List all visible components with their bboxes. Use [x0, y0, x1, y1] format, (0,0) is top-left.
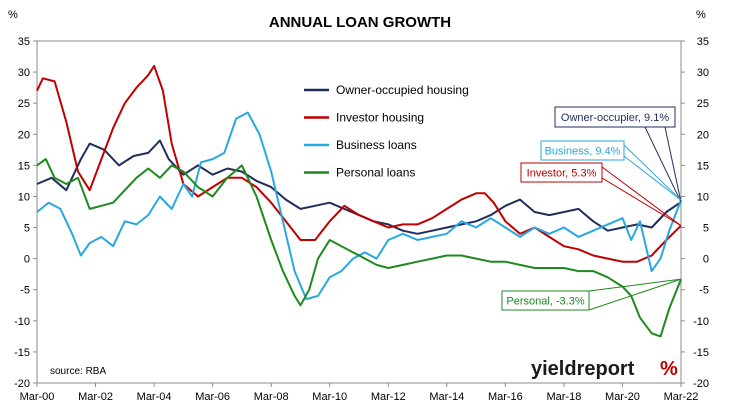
series-line-personal-loans	[36, 158, 682, 338]
series-line-business-loans	[36, 111, 682, 301]
y-left-tick-label: -10	[14, 316, 30, 328]
y-left-tick-label: 10	[18, 191, 30, 203]
y-right-tick-label: -10	[693, 316, 709, 328]
logo-percent-mark: %	[660, 358, 678, 380]
y-right-tick-label: 0	[703, 254, 709, 266]
x-tick-label: Mar-20	[605, 391, 640, 403]
y-right-tick-label: 20	[697, 129, 709, 141]
callout-label: Investor, 5.3%	[527, 168, 597, 180]
leader-line	[588, 278, 682, 311]
y-left-tick-label: 30	[18, 67, 30, 79]
y-right-tick-label: -20	[693, 378, 709, 390]
legend-label: Business loans	[336, 138, 417, 152]
callout-box	[501, 290, 590, 311]
y-right-tick-label: 15	[697, 160, 709, 172]
y-right-tick-label: 5	[703, 223, 709, 235]
y-left-unit: %	[8, 9, 18, 21]
y-left-tick-label: 5	[24, 223, 30, 235]
series-lines	[36, 64, 682, 338]
y-right-tick-label: 30	[697, 67, 709, 79]
leader-line	[623, 155, 682, 201]
x-tick-label: Mar-04	[137, 391, 172, 403]
y-left-tick-label: 15	[18, 160, 30, 172]
x-axis: Mar-00 Mar-02 Mar-04 Mar-06 Mar-08 Mar-10 Mar-…	[20, 383, 699, 403]
source-note: source: RBA	[50, 366, 106, 377]
leader-line	[664, 126, 682, 203]
y-left-tick-label: 0	[24, 254, 30, 266]
series-line-investor-housing	[36, 64, 682, 263]
leader-line	[601, 166, 682, 227]
legend-label: Owner-occupied housing	[336, 83, 469, 97]
leader-line	[601, 177, 682, 227]
x-tick-label: Mar-02	[78, 391, 113, 403]
x-tick-label: Mar-22	[664, 391, 699, 403]
y-left-tick-label: 25	[18, 98, 30, 110]
yieldreport-logo: yieldreport %	[531, 358, 678, 380]
annotation-leaders	[588, 126, 682, 311]
y-right-tick-label: 10	[697, 191, 709, 203]
y-left-tick-label: 20	[18, 129, 30, 141]
callout-box	[540, 140, 625, 161]
chart-title: ANNUAL LOAN GROWTH	[269, 14, 451, 31]
y-left-tick-label: -5	[20, 285, 30, 297]
y-left-tick-label: -20	[14, 378, 30, 390]
y-right-tick-label: -5	[699, 285, 709, 297]
x-tick-label: Mar-06	[195, 391, 230, 403]
x-tick-label: Mar-10	[312, 391, 347, 403]
x-tick-label: Mar-16	[488, 391, 523, 403]
y-left-tick-label: 35	[18, 36, 30, 48]
leader-line	[623, 144, 682, 201]
legend-label: Personal loans	[336, 166, 415, 180]
callout-label: Business, 9.4%	[545, 146, 621, 158]
x-tick-label: Mar-00	[20, 391, 55, 403]
y-right-unit: %	[696, 9, 706, 21]
callout-box	[520, 162, 603, 183]
y-left-tick-label: -15	[14, 347, 30, 359]
y-right-tick-label: 25	[697, 98, 709, 110]
legend: Owner-occupied housing Investor housing Bu…	[304, 83, 469, 180]
x-tick-label: Mar-12	[371, 391, 406, 403]
y-axis-left: -20 -15 -10 -5 0 5 10 15 20 25 30 35	[14, 36, 37, 390]
annotation-callouts: Owner-occupier, 9.1% Business, 9.4% Invest…	[501, 106, 676, 311]
x-tick-label: Mar-08	[254, 391, 289, 403]
x-tick-label: Mar-14	[429, 391, 464, 403]
callout-box	[554, 106, 676, 128]
y-right-tick-label: 35	[697, 36, 709, 48]
leader-line	[644, 126, 682, 203]
y-right-tick-label: -15	[693, 347, 709, 359]
logo-text: yieldreport	[531, 358, 635, 380]
y-axis-right: -20 -15 -10 -5 0 5 10 15 20 25 30 35	[681, 36, 709, 390]
series-line-owner-occupied-housing	[36, 139, 682, 235]
leader-line	[588, 278, 682, 292]
x-tick-label: Mar-18	[546, 391, 581, 403]
callout-label: Personal, -3.3%	[506, 296, 584, 308]
legend-label: Investor housing	[336, 111, 424, 125]
callout-label: Owner-occupier, 9.1%	[561, 112, 669, 124]
